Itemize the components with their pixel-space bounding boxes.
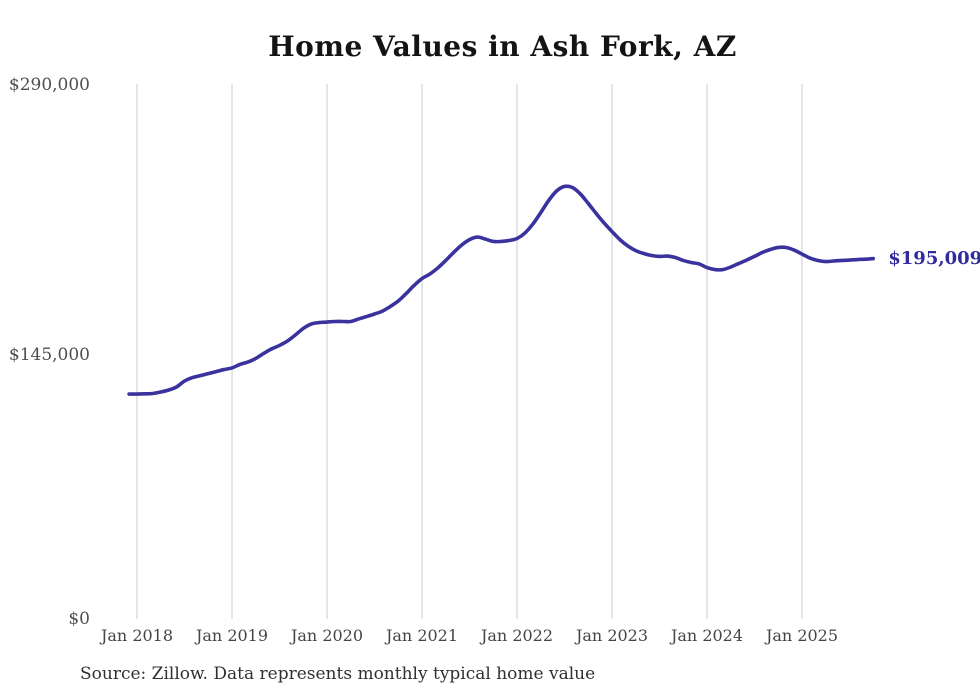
x-axis-tick-label: Jan 2025 bbox=[765, 626, 839, 645]
x-axis-tick-label: Jan 2020 bbox=[290, 626, 364, 645]
chart-title: Home Values in Ash Fork, AZ bbox=[268, 30, 737, 63]
latest-value-label: $195,009 bbox=[888, 247, 980, 269]
gridlines bbox=[136, 84, 803, 619]
x-axis-tick-label: Jan 2022 bbox=[480, 626, 554, 645]
x-axis-tick-label: Jan 2018 bbox=[100, 626, 174, 645]
y-axis-label-290000: $290,000 bbox=[8, 75, 90, 95]
home-value-line bbox=[127, 184, 876, 396]
x-axis-tick-label: Jan 2023 bbox=[575, 626, 649, 645]
x-axis-tick-label: Jan 2024 bbox=[670, 626, 744, 645]
y-axis-label-0: $0 bbox=[68, 609, 90, 629]
source-note: Source: Zillow. Data represents monthly … bbox=[80, 664, 596, 684]
x-axis-tick-label: Jan 2019 bbox=[195, 626, 269, 645]
x-axis-tick-label: Jan 2021 bbox=[385, 626, 459, 645]
y-axis-label-145000: $145,000 bbox=[8, 345, 90, 365]
